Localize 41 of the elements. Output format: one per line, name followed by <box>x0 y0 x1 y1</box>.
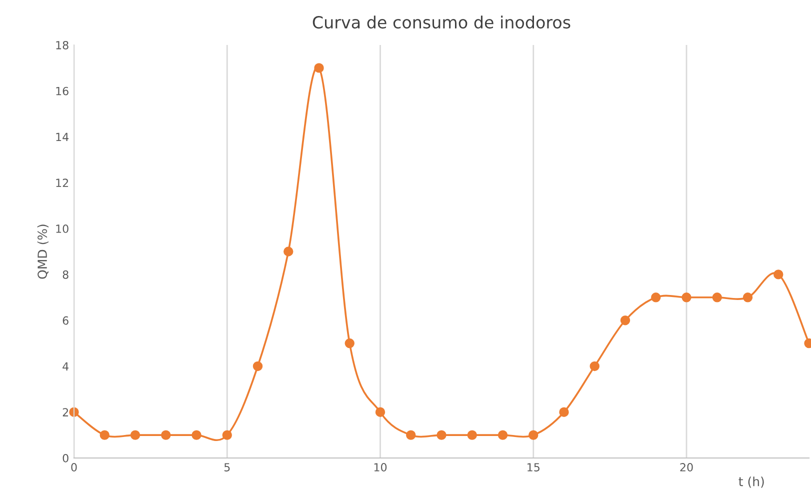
x-tick-label: 5 <box>224 463 230 472</box>
point <box>742 292 753 302</box>
y-tick-label: 2 <box>62 408 68 416</box>
point <box>161 430 171 440</box>
point <box>252 361 263 372</box>
point <box>314 63 324 73</box>
point <box>284 246 294 256</box>
y-tick-label: 6 <box>62 316 68 325</box>
point <box>375 407 386 417</box>
point <box>590 361 600 372</box>
y-tick-label: 14 <box>56 132 69 141</box>
point <box>620 315 630 326</box>
x-tick-label: 10 <box>374 463 387 472</box>
point <box>130 430 140 440</box>
y-axis-title: QMD (%) <box>37 224 48 279</box>
y-tick-label: 4 <box>62 362 69 370</box>
point <box>651 292 661 302</box>
point <box>436 430 446 440</box>
point <box>774 270 784 280</box>
x-tick-label: 0 <box>71 463 77 472</box>
point <box>100 430 110 440</box>
point <box>192 430 202 440</box>
point <box>712 292 722 302</box>
point <box>528 430 538 440</box>
point <box>682 292 692 302</box>
chart-title: Curva de consumo de inodoros <box>312 16 570 29</box>
point <box>222 430 232 440</box>
y-tick-label: 18 <box>56 40 68 50</box>
y-tick-label: 16 <box>56 86 68 96</box>
x-tick-label: 15 <box>528 463 540 472</box>
point <box>467 430 477 440</box>
y-tick-label: 12 <box>56 178 68 187</box>
point <box>406 430 416 440</box>
y-tick-label: 0 <box>62 454 68 462</box>
point <box>498 430 508 440</box>
y-tick-label: 10 <box>56 224 68 233</box>
y-tick-label: 8 <box>62 270 68 279</box>
x-axis-title: t (h) <box>738 476 764 488</box>
point <box>559 407 569 417</box>
x-tick-label: 20 <box>680 463 693 472</box>
point <box>344 338 354 348</box>
